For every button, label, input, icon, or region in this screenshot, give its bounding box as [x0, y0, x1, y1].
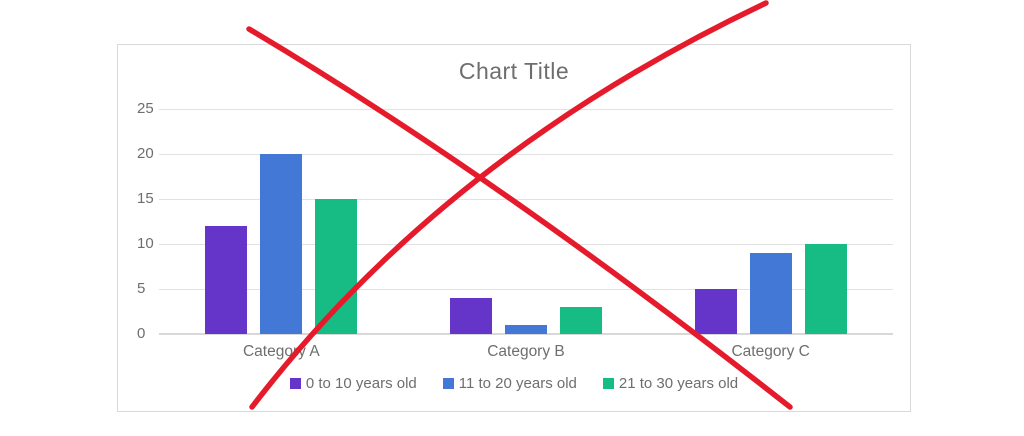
y-tick-label: 10 — [137, 235, 154, 252]
bar-category-b-series-2 — [560, 307, 602, 334]
category-label-a: Category A — [242, 343, 320, 360]
bar-category-b-series-1 — [505, 325, 547, 334]
legend-label: 0 to 10 years old — [305, 375, 417, 392]
legend-label: 21 to 30 years old — [618, 375, 739, 392]
legend-swatch-icon — [289, 378, 301, 389]
legend-item-0: 0 to 10 years old — [289, 375, 417, 392]
bar-category-c-series-0 — [694, 289, 737, 334]
bar-category-c-series-1 — [749, 253, 792, 334]
bar-category-a-series-2 — [315, 199, 358, 334]
bar-category-c-series-2 — [804, 244, 847, 334]
chart-panel: Chart Title 0 5 10 15 20 25 Category A Categor… — [117, 44, 911, 412]
legend-swatch-icon — [602, 378, 614, 389]
plot-area — [159, 108, 893, 335]
gridline-y-25 — [159, 108, 893, 110]
legend-item-1: 11 to 20 years old — [442, 375, 577, 392]
bar-category-a-series-1 — [260, 154, 303, 334]
legend-item-2: 21 to 30 years old — [602, 375, 739, 392]
category-label-c: Category C — [731, 343, 810, 360]
y-tick-label: 0 — [137, 325, 146, 342]
chart-title: Chart Title — [458, 58, 570, 84]
category-label-b: Category B — [487, 343, 565, 360]
legend-swatch-icon — [442, 378, 454, 389]
y-tick-label: 25 — [137, 100, 154, 117]
y-tick-label: 20 — [137, 145, 154, 162]
bar-category-b-series-0 — [450, 298, 492, 334]
legend: 0 to 10 years old 11 to 20 years old 21 to… — [118, 375, 910, 392]
y-tick-label: 5 — [137, 280, 146, 297]
bar-category-a-series-0 — [205, 226, 248, 334]
y-tick-label: 15 — [137, 190, 154, 207]
legend-label: 11 to 20 years old — [458, 375, 577, 392]
